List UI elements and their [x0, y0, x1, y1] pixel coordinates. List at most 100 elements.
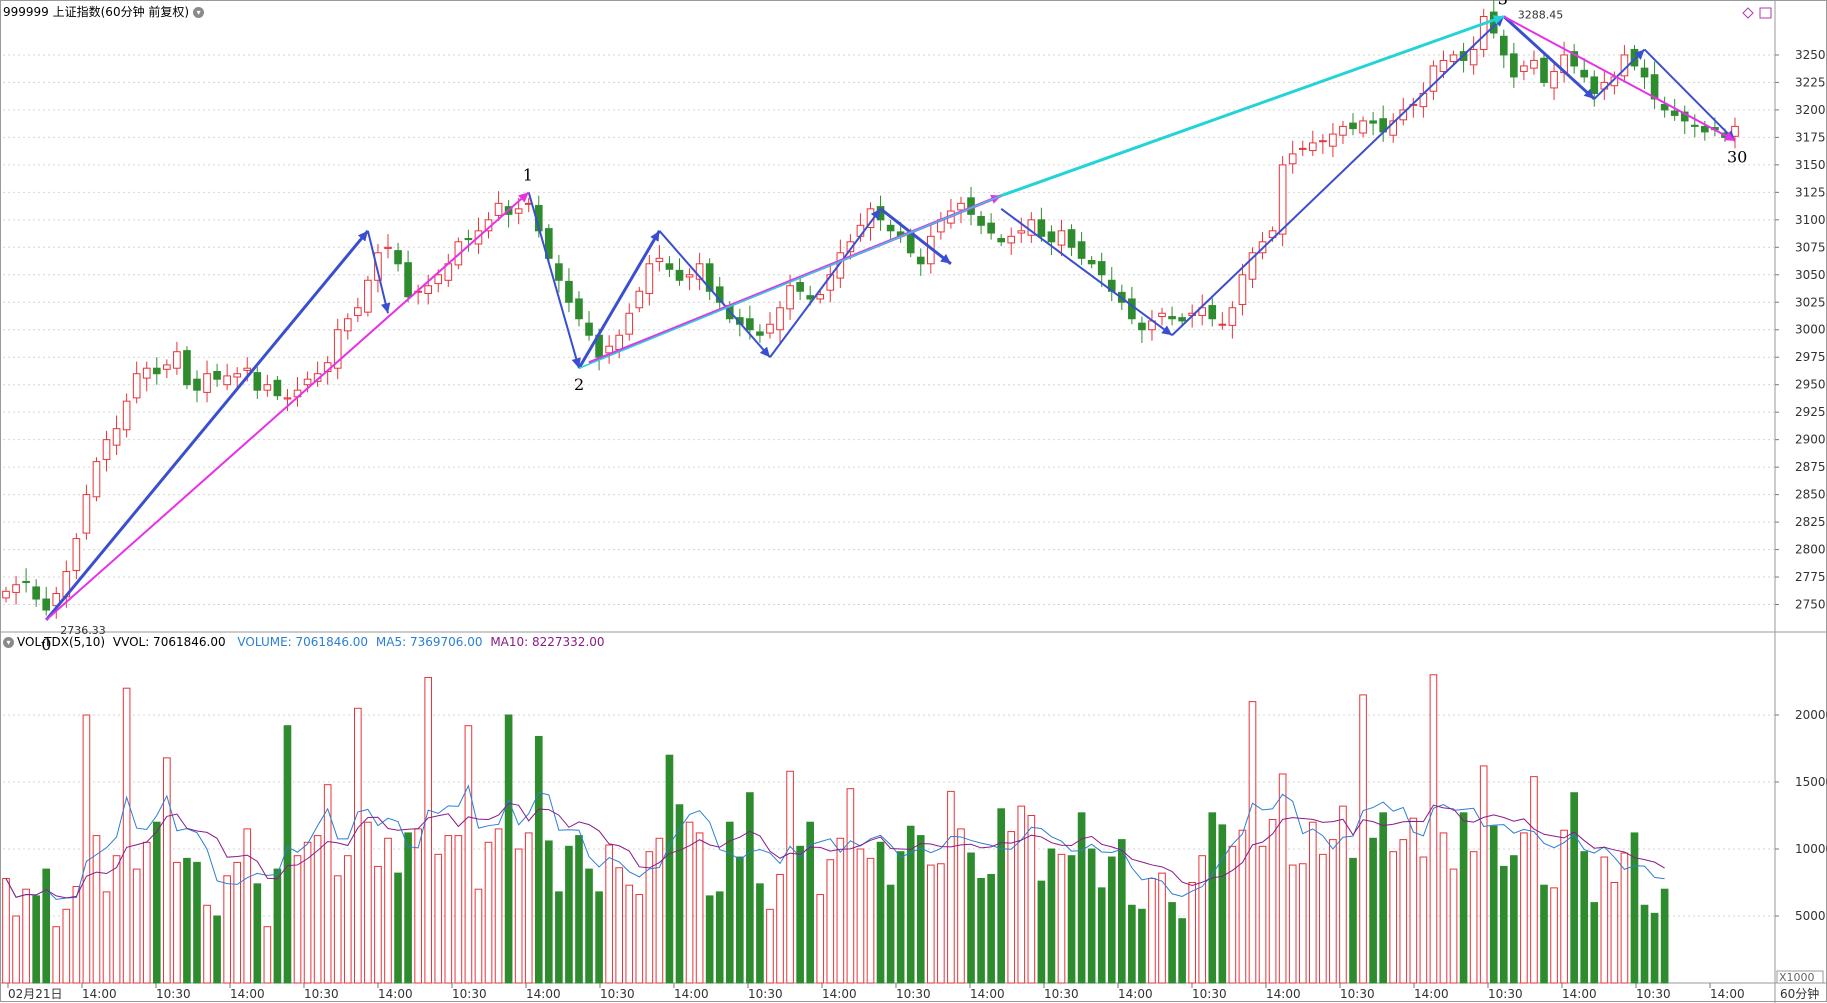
candle-body [675, 269, 684, 281]
wave-arrow-magenta [1724, 131, 1735, 141]
candle-body [273, 379, 282, 397]
volume-bar [1238, 829, 1247, 984]
candle-body [1640, 67, 1649, 78]
candle-body [886, 224, 895, 232]
candle-body [1057, 230, 1066, 246]
candle-body [303, 378, 312, 386]
price-tick-label: 2950 [1795, 378, 1826, 392]
candle-body [1550, 70, 1558, 89]
volume-bar [665, 754, 674, 984]
candle-body [1128, 298, 1136, 320]
volume-bar [1389, 851, 1398, 984]
price-tick-label: 2750 [1795, 598, 1826, 612]
price-tick-label: 3050 [1795, 268, 1826, 282]
volume-bar [273, 868, 282, 984]
volume-bar [635, 894, 644, 984]
wave-segment-magenta [45, 191, 530, 621]
volume-bar [715, 891, 724, 984]
volume-tick-label: 20000 [1795, 708, 1827, 722]
candle-body [977, 216, 985, 226]
time-tick-label: 14:00 [674, 987, 709, 1001]
wave-arrow-blue [940, 253, 951, 264]
volume-bar [1278, 773, 1287, 984]
volume-bar [1288, 864, 1297, 984]
time-tick-label: 14:00 [526, 987, 561, 1001]
indicator-name: VOL-TDX(5,10) [17, 635, 106, 649]
candle-body [494, 202, 503, 216]
candle-body [233, 373, 242, 378]
volume-bar [1319, 853, 1327, 984]
price-tick-label: 3125 [1795, 185, 1826, 199]
volume-bar [1479, 765, 1488, 984]
volume-bar [695, 832, 704, 984]
candle-body [42, 598, 51, 611]
chevron-down-icon[interactable]: ▾ [193, 7, 205, 18]
volume-bar [1298, 863, 1307, 984]
volume-bar [896, 851, 905, 984]
time-tick-label: 14:00 [230, 987, 265, 1001]
volume-bar [1439, 832, 1448, 984]
volume-bar [1449, 868, 1458, 984]
candle-body [1701, 125, 1709, 133]
volume-bar [253, 883, 262, 984]
candle-body [283, 397, 292, 400]
volume-bar [92, 835, 101, 984]
candle-body [1499, 35, 1508, 56]
volume-bar [1379, 812, 1387, 984]
volume-bar [213, 915, 221, 984]
volume-tick-label: 5000 [1795, 909, 1826, 923]
candle-body [1158, 312, 1166, 318]
volume-bar [1117, 839, 1126, 984]
volume-bar [323, 784, 332, 984]
volume-bar [1590, 902, 1599, 984]
volume-bar [444, 835, 453, 984]
candle-body [766, 323, 774, 334]
candle-body [1067, 229, 1076, 248]
price-tick-label: 3075 [1795, 240, 1826, 254]
volume-bar [414, 828, 422, 984]
volume-bar [42, 868, 51, 984]
candle-body [756, 331, 764, 336]
candle-body [1218, 323, 1227, 326]
candle-body [665, 263, 674, 270]
volume-bar [1409, 817, 1418, 984]
volume-bar [122, 687, 131, 984]
time-tick-label: 14:00 [1118, 987, 1153, 1001]
ma5-line [5, 784, 1665, 900]
ma10-label: MA10: 8227332.00 [490, 635, 605, 649]
time-tick-label: 10:30 [896, 987, 931, 1001]
candle-body [464, 238, 473, 241]
volume-bar [977, 877, 985, 984]
candle-body [1238, 274, 1247, 305]
time-tick-label: 10:30 [1340, 987, 1375, 1001]
volume-bar [876, 841, 885, 984]
volume-bar [434, 853, 443, 984]
volume-bar [1570, 792, 1578, 984]
volume-bar [1630, 832, 1639, 984]
indicator-header: ▾ VOL-TDX(5,10) VVOL: 7061846.00 VOLUME: … [3, 635, 605, 649]
volume-bar [1158, 872, 1166, 984]
volume-bar [1027, 815, 1036, 984]
wave-segment-blue [658, 230, 771, 358]
candle-body [1399, 109, 1408, 121]
price-tick-label: 3025 [1795, 295, 1826, 309]
volume-bar [142, 841, 151, 984]
candle-body [374, 252, 382, 281]
volume-bar [1499, 865, 1508, 984]
high-price-label: 3288.45 [1518, 8, 1564, 21]
candle-body [1007, 235, 1016, 244]
wave-segment-blue [769, 208, 882, 358]
time-tick-label: 10:30 [156, 987, 191, 1001]
volume-bar [333, 875, 342, 984]
volume-bar [32, 895, 40, 984]
volume-tick-label: 15000 [1795, 775, 1827, 789]
candle-body [22, 580, 30, 584]
wave-segment-blue [1000, 208, 1173, 337]
volume-bar [1510, 855, 1518, 984]
volume-bar [1459, 812, 1468, 984]
indicator-menu-icon[interactable]: ▾ [3, 637, 14, 648]
price-tick-label: 2925 [1795, 405, 1826, 419]
candle-body [635, 290, 644, 309]
candle-body [1389, 120, 1398, 136]
time-tick-label: 10:30 [1488, 987, 1523, 1001]
